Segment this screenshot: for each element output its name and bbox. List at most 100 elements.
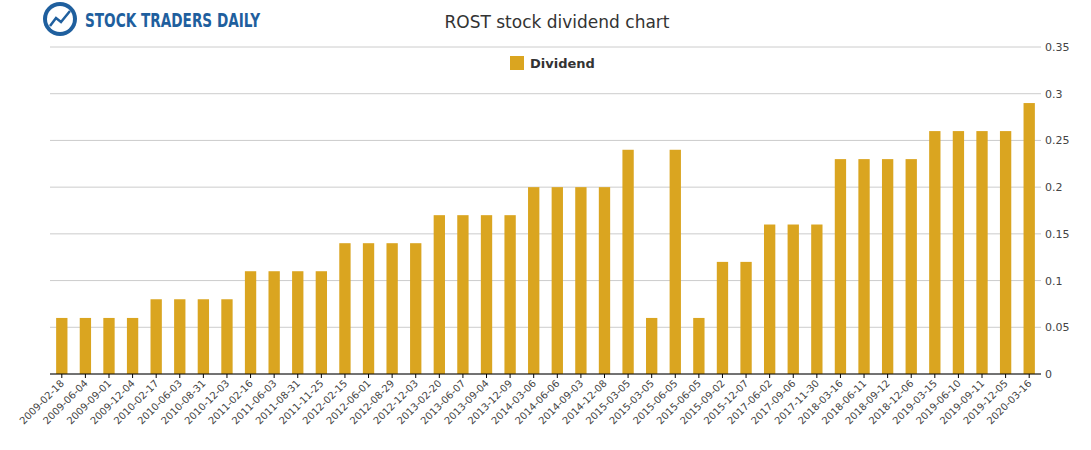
x-tick — [462, 374, 463, 378]
bar — [457, 215, 468, 374]
bar — [835, 159, 846, 374]
x-tick — [1005, 374, 1006, 378]
bar — [929, 131, 940, 374]
x-tick — [392, 374, 393, 378]
x-tick — [226, 374, 227, 378]
x-tick — [746, 374, 747, 378]
x-axis — [50, 374, 1041, 375]
x-tick — [580, 374, 581, 378]
x-tick — [557, 374, 558, 378]
x-tick — [203, 374, 204, 378]
bar — [622, 150, 633, 374]
x-tick — [911, 374, 912, 378]
grid-line — [50, 93, 1041, 94]
bar — [292, 271, 303, 374]
grid-line — [50, 374, 1041, 375]
bar — [528, 187, 539, 374]
x-tick — [250, 374, 251, 378]
x-tick — [415, 374, 416, 378]
x-tick — [864, 374, 865, 378]
x-tick — [675, 374, 676, 378]
bar — [481, 215, 492, 374]
bar — [552, 187, 563, 374]
bar — [174, 299, 185, 374]
x-tick — [344, 374, 345, 378]
y-tick-label: 0.05 — [1045, 321, 1070, 334]
logo-icon — [47, 6, 73, 32]
x-tick — [982, 374, 983, 378]
bar — [670, 150, 681, 374]
bar — [103, 318, 114, 374]
x-tick — [1029, 374, 1030, 378]
bar — [316, 271, 327, 374]
title: ROST stock dividend chart — [444, 12, 669, 32]
x-tick — [651, 374, 652, 378]
x-tick — [958, 374, 959, 378]
bar — [1000, 131, 1011, 374]
x-tick — [179, 374, 180, 378]
y-tick-label: 0.2 — [1045, 181, 1063, 194]
bar — [127, 318, 138, 374]
x-tick — [533, 374, 534, 378]
bar — [80, 318, 91, 374]
x-tick — [698, 374, 699, 378]
bar — [410, 243, 421, 374]
x-tick — [439, 374, 440, 378]
bar — [1024, 103, 1035, 374]
x-tick — [628, 374, 629, 378]
chart: 00.050.10.150.20.250.30.352009-02-182009… — [0, 0, 1091, 450]
bar — [221, 299, 232, 374]
legend-label: Dividend — [530, 56, 595, 71]
bar — [788, 225, 799, 374]
bar — [693, 318, 704, 374]
x-tick — [934, 374, 935, 378]
bar — [151, 299, 162, 374]
x-tick — [722, 374, 723, 378]
x-tick — [321, 374, 322, 378]
x-tick — [297, 374, 298, 378]
bar — [646, 318, 657, 374]
bar — [575, 187, 586, 374]
bar — [599, 187, 610, 374]
x-tick — [108, 374, 109, 378]
y-tick-label: 0.15 — [1045, 228, 1070, 241]
bar — [976, 131, 987, 374]
bar — [245, 271, 256, 374]
bar — [268, 271, 279, 374]
bar — [339, 243, 350, 374]
y-tick-label: 0.3 — [1045, 88, 1063, 101]
x-tick — [486, 374, 487, 378]
grid-line — [50, 140, 1041, 141]
bars — [56, 103, 1035, 374]
x-tick — [793, 374, 794, 378]
bar — [386, 243, 397, 374]
bar — [434, 215, 445, 374]
bar — [740, 262, 751, 374]
x-tick — [887, 374, 888, 378]
logo-icon — [50, 11, 70, 26]
x-tick — [769, 374, 770, 378]
x-tick — [840, 374, 841, 378]
bar — [56, 318, 67, 374]
x-tick — [274, 374, 275, 378]
bar — [906, 159, 917, 374]
x-tick — [816, 374, 817, 378]
x-tick-label: 2020-03-16 — [985, 378, 1034, 427]
x-tick — [368, 374, 369, 378]
y-tick-label: 0.1 — [1045, 275, 1063, 288]
y-tick-label: 0.35 — [1045, 41, 1070, 54]
x-tick — [132, 374, 133, 378]
bar — [858, 159, 869, 374]
bar — [717, 262, 728, 374]
logo-text: STOCK TRADERS DAILY — [85, 8, 261, 32]
bar — [953, 131, 964, 374]
logo-icon — [43, 2, 77, 36]
bar — [363, 243, 374, 374]
bar — [504, 215, 515, 374]
x-tick — [510, 374, 511, 378]
bar — [198, 299, 209, 374]
y-tick-label: 0 — [1045, 368, 1052, 381]
bar — [764, 225, 775, 374]
x-tick — [604, 374, 605, 378]
bar — [882, 159, 893, 374]
